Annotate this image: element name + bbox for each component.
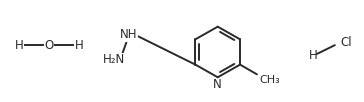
Text: NH: NH [120,28,137,41]
Text: H: H [74,39,83,52]
Text: Cl: Cl [341,36,352,49]
Text: O: O [44,39,54,52]
Text: H: H [309,49,317,62]
Text: CH₃: CH₃ [259,75,280,85]
Text: N: N [213,78,222,91]
Text: H₂N: H₂N [102,53,124,66]
Text: H: H [15,39,24,52]
